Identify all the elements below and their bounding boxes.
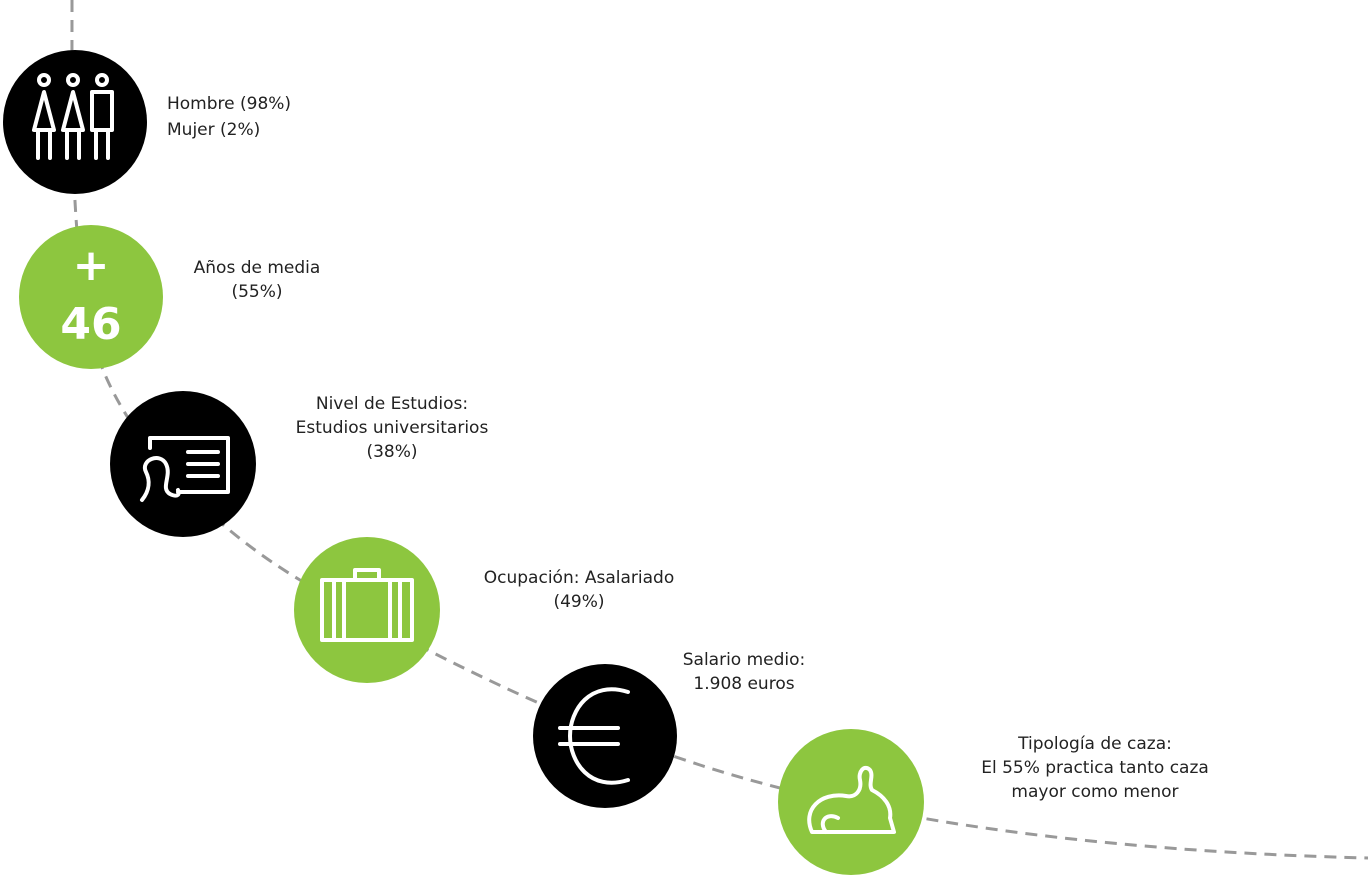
age-node: + 46 [19,225,163,369]
icon-text: + [73,240,110,291]
label-line: Años de media [194,258,321,278]
label-line: mayor como menor [1011,782,1178,802]
label-line: Ocupación: Asalariado [484,568,674,588]
hunting-node [778,729,924,875]
label-line: Estudios universitarios [296,418,489,438]
dashed-path [70,0,1368,860]
label-line: (49%) [553,592,604,612]
label-line: 1.908 euros [693,674,794,694]
label-line: Nivel de Estudios: [316,394,468,414]
label-line: (38%) [366,442,417,462]
label-line: Hombre (98%) [167,94,291,114]
label-line: Salario medio: [683,650,806,670]
education-node [110,391,256,537]
gender-node [3,50,147,194]
salary-node [533,664,677,808]
occupation-node [294,537,440,683]
icon-text: 46 [60,299,121,350]
label-line: Tipología de caza: [1017,734,1172,754]
label-line: El 55% practica tanto caza [981,758,1209,778]
label-line: Mujer (2%) [167,120,260,140]
label-line: (55%) [231,282,282,302]
